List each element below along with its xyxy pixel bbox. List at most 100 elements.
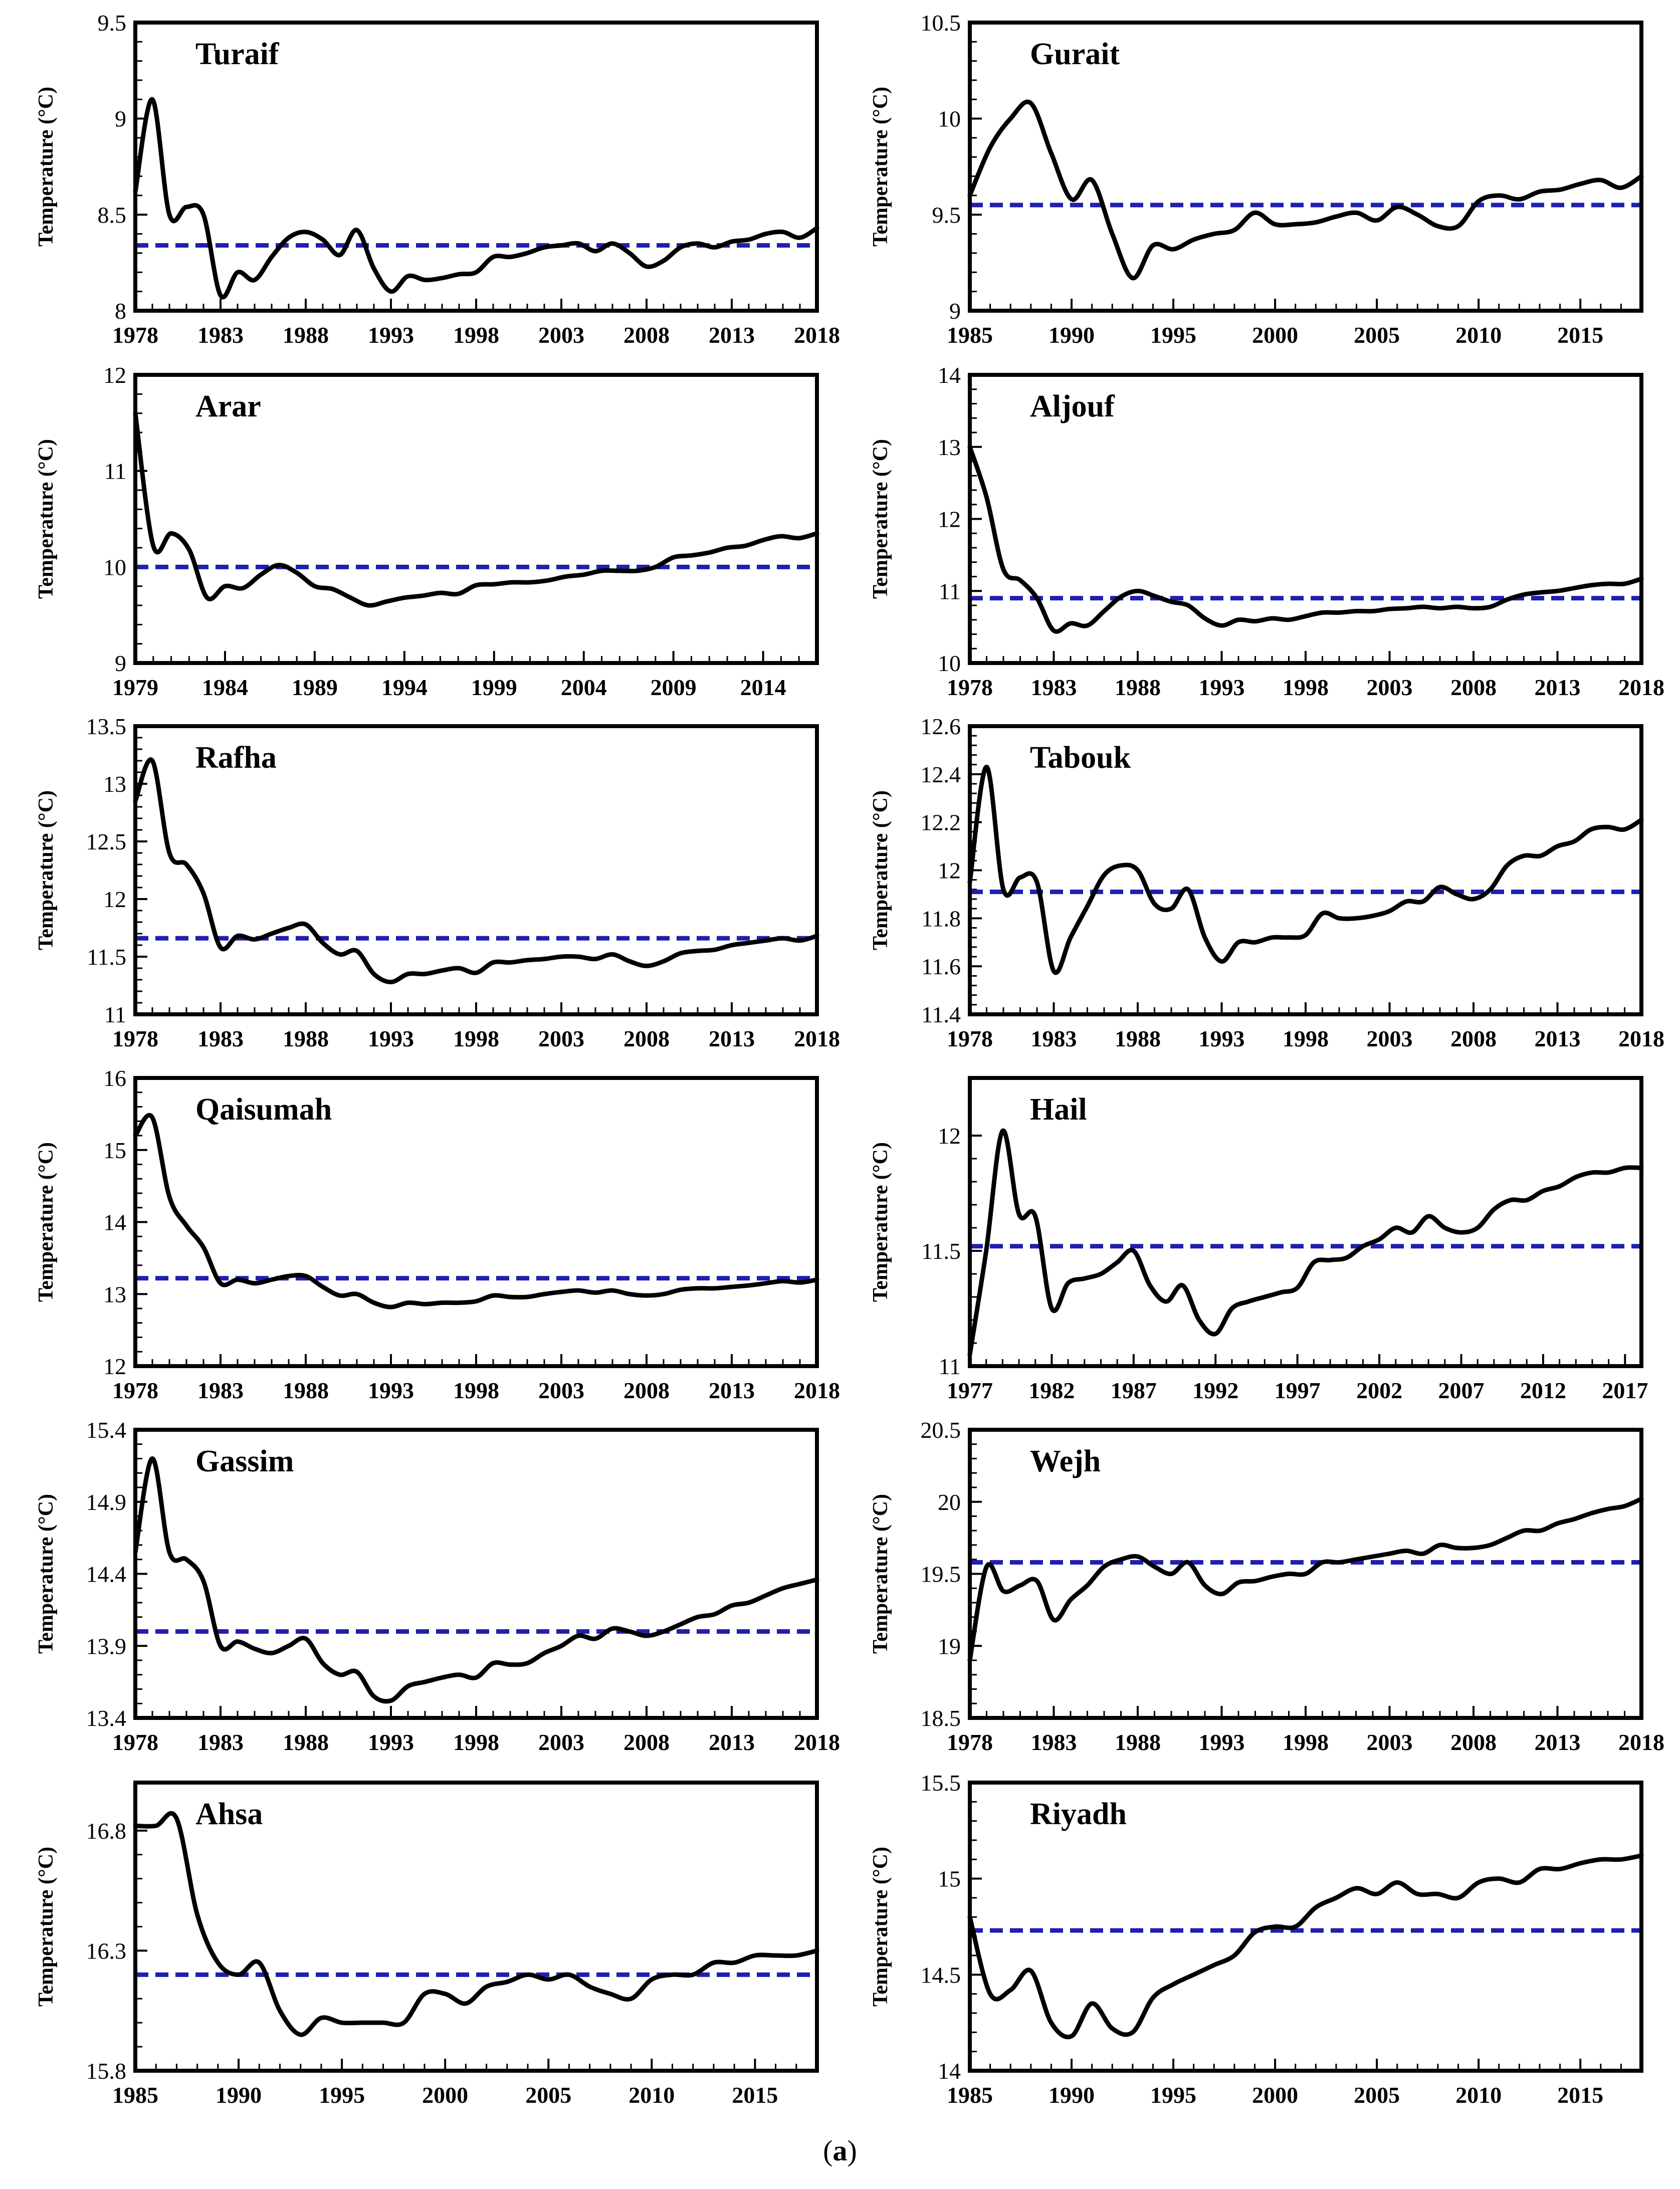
y-tick-label: 9.5 bbox=[932, 202, 961, 228]
station-title: Turaif bbox=[195, 37, 280, 71]
x-tick-label: 2000 bbox=[1252, 322, 1298, 348]
y-tick-label: 11.4 bbox=[921, 1002, 961, 1027]
station-title: Ahsa bbox=[195, 1797, 263, 1831]
x-tick-label: 2013 bbox=[709, 322, 755, 348]
x-tick-label: 2015 bbox=[732, 2082, 778, 2108]
x-tick-label: 1998 bbox=[1283, 675, 1329, 700]
y-tick-label: 14 bbox=[103, 1210, 126, 1235]
x-tick-label: 1988 bbox=[283, 1378, 329, 1403]
y-tick-label: 19.5 bbox=[921, 1562, 961, 1587]
y-tick-label: 13.5 bbox=[86, 714, 127, 739]
y-axis-label: Temperature (°C) bbox=[35, 1847, 58, 2007]
x-tick-label: 2009 bbox=[651, 675, 697, 700]
series-points bbox=[970, 1131, 1641, 1355]
x-tick-label: 2014 bbox=[740, 675, 786, 700]
x-tick-label: 1983 bbox=[1031, 1026, 1077, 1051]
chart-wejh: 18.5 19 19.5 20 20.5 1978 1983 1988 1993 1998 2003… bbox=[869, 1417, 1664, 1755]
chart-turaif: 8 8.5 9 9.5 1978 1983 1988 1993 1998 2003 2008 2013… bbox=[35, 10, 840, 348]
y-tick-label: 14.9 bbox=[86, 1489, 127, 1515]
series-points bbox=[135, 413, 817, 606]
chart-hail: 11 11.5 12 1977 1982 1987 1992 1997 2002 2007 2012… bbox=[869, 1076, 1648, 1403]
x-tick-label: 2008 bbox=[623, 1729, 670, 1755]
y-tick-label: 11 bbox=[104, 459, 126, 484]
x-tick-label: 1978 bbox=[112, 1729, 158, 1755]
plot-frame bbox=[968, 1781, 1643, 2073]
y-tick-label: 9 bbox=[115, 106, 126, 132]
x-tick-label: 1988 bbox=[1115, 1729, 1161, 1755]
x-tick-label: 2003 bbox=[1367, 675, 1413, 700]
station-title: Arar bbox=[195, 389, 261, 423]
series-points bbox=[135, 1458, 817, 1700]
y-tick-label: 15 bbox=[103, 1138, 126, 1163]
x-tick-label: 1982 bbox=[1028, 1378, 1075, 1403]
x-tick-label: 1985 bbox=[947, 322, 993, 348]
y-tick-label: 18.5 bbox=[921, 1705, 961, 1731]
x-tick-label: 1998 bbox=[453, 1729, 499, 1755]
x-tick-label: 1994 bbox=[381, 675, 428, 700]
y-axis-label: Temperature (°C) bbox=[35, 1142, 58, 1302]
y-tick-label: 12 bbox=[103, 362, 126, 388]
x-tick-label: 2017 bbox=[1602, 1378, 1648, 1403]
y-tick-label: 10 bbox=[938, 106, 961, 132]
x-tick-label: 1987 bbox=[1111, 1378, 1157, 1403]
chart-tabouk: 11.4 11.6 11.8 12 12.2 12.4 12.6 1978 1983 1988 19… bbox=[869, 714, 1664, 1051]
y-tick-label: 12.4 bbox=[921, 762, 961, 787]
x-tick-label: 2010 bbox=[1455, 322, 1502, 348]
chart-gurait: 9 9.5 10 10.5 1985 1990 1995 2000 2005 2010 2015 Gu… bbox=[869, 10, 1644, 348]
plot-frame bbox=[968, 21, 1643, 313]
y-axis-label: Temperature (°C) bbox=[869, 1847, 892, 2007]
station-title: Rafha bbox=[195, 741, 277, 775]
x-tick-label: 1988 bbox=[283, 1026, 329, 1051]
x-tick-label: 2015 bbox=[1557, 2082, 1603, 2108]
station-title: Qaisumah bbox=[195, 1092, 332, 1127]
x-tick-label: 2007 bbox=[1438, 1378, 1484, 1403]
x-tick-label: 2004 bbox=[561, 675, 607, 700]
y-tick-label: 10 bbox=[938, 650, 961, 676]
y-tick-label: 13 bbox=[103, 771, 126, 797]
chart-gassim: 13.4 13.9 14.4 14.9 15.4 1978 1983 1988 1993 1998… bbox=[35, 1417, 840, 1755]
x-tick-label: 2000 bbox=[1252, 2082, 1298, 2108]
x-tick-label: 1979 bbox=[112, 675, 158, 700]
x-tick-label: 1993 bbox=[368, 1026, 414, 1051]
x-tick-label: 1993 bbox=[1199, 675, 1245, 700]
y-tick-label: 12 bbox=[938, 1123, 961, 1149]
x-tick-label: 2013 bbox=[1535, 1729, 1581, 1755]
x-tick-label: 1988 bbox=[283, 1729, 329, 1755]
x-tick-label: 2012 bbox=[1520, 1378, 1566, 1403]
plot-frame bbox=[133, 1781, 819, 2073]
plot-frame bbox=[968, 724, 1643, 1016]
x-tick-label: 1998 bbox=[453, 1378, 499, 1403]
x-tick-label: 1983 bbox=[197, 1026, 244, 1051]
x-tick-label: 1983 bbox=[197, 1378, 244, 1403]
series-points bbox=[135, 1819, 817, 2035]
y-axis-label: Temperature (°C) bbox=[35, 87, 58, 247]
y-tick-label: 13.9 bbox=[86, 1633, 127, 1659]
y-tick-label: 9.5 bbox=[98, 10, 127, 36]
series-line-arar bbox=[133, 411, 819, 608]
x-tick-label: 2002 bbox=[1356, 1378, 1402, 1403]
y-tick-label: 13.4 bbox=[86, 1705, 127, 1731]
plot-frame bbox=[133, 724, 819, 1016]
y-axis-label: Temperature (°C) bbox=[35, 790, 58, 950]
x-tick-label: 2018 bbox=[794, 1026, 840, 1051]
plot-frame bbox=[133, 21, 819, 313]
x-tick-label: 1978 bbox=[112, 1378, 158, 1403]
y-tick-label: 19 bbox=[938, 1633, 961, 1659]
y-tick-label: 11 bbox=[939, 1354, 961, 1379]
x-tick-label: 1990 bbox=[1048, 2082, 1095, 2108]
x-tick-label: 1985 bbox=[112, 2082, 158, 2108]
y-tick-label: 16.3 bbox=[86, 1938, 127, 1963]
x-tick-label: 2003 bbox=[538, 1378, 584, 1403]
x-tick-label: 1992 bbox=[1192, 1378, 1238, 1403]
y-tick-label: 12.2 bbox=[921, 810, 961, 835]
x-tick-label: 2008 bbox=[623, 1378, 670, 1403]
x-tick-label: 2018 bbox=[794, 322, 840, 348]
y-tick-label: 11.8 bbox=[921, 906, 961, 931]
x-tick-label: 2013 bbox=[709, 1026, 755, 1051]
series-line-gurait bbox=[967, 100, 1644, 281]
y-tick-label: 12 bbox=[938, 507, 961, 532]
y-tick-label: 10 bbox=[103, 554, 126, 580]
station-title: Hail bbox=[1030, 1092, 1087, 1127]
x-tick-label: 1978 bbox=[947, 675, 993, 700]
